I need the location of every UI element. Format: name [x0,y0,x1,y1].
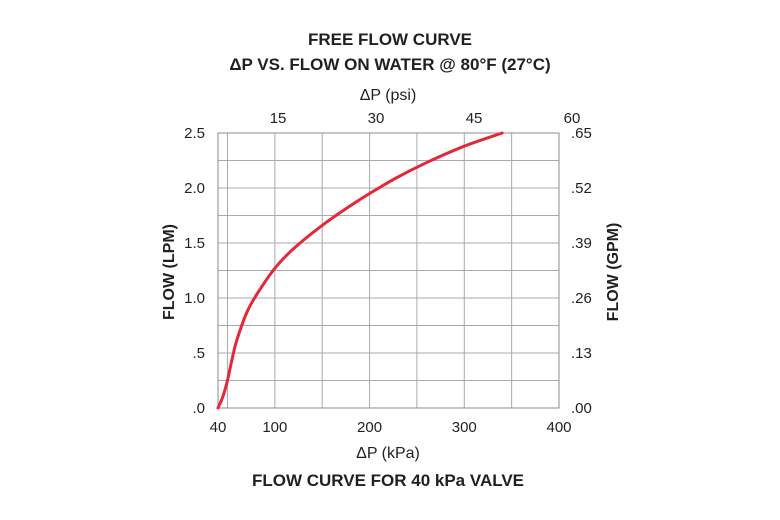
y2-tick-label: .00 [571,400,592,417]
chart-caption: FLOW CURVE FOR 40 kPa VALVE [252,471,524,490]
y-tick-label: 1.0 [184,290,205,307]
y-axis-label: FLOW (LPM) [161,224,178,320]
y2-tick-label: .65 [571,125,592,142]
y2-tick-label: .26 [571,290,592,307]
y2-axis-label: FLOW (GPM) [605,223,622,322]
y-tick-label: 2.5 [184,125,205,142]
x-tick-label: 400 [546,419,571,436]
x-tick-label: 40 [210,419,227,436]
x2-tick-label: 45 [466,110,483,127]
y-tick-label: 2.0 [184,180,205,197]
y-tick-label: .5 [192,345,205,362]
y-tick-label: .0 [192,400,205,417]
y2-tick-label: .39 [571,235,592,252]
chart-title: FREE FLOW CURVE [307,30,473,49]
x-tick-label: 100 [262,419,287,436]
x-tick-label: 300 [452,419,477,436]
y2-tick-label: .13 [571,345,592,362]
x-axis-label: ΔP (kPa) [356,445,420,462]
y-tick-label: 1.5 [184,235,205,252]
x2-tick-label: 60 [564,110,581,127]
tick-labels: 40 100 200 300 400 15 30 45 60 .0 .5 1.0 1.5 2.0 2.5 .0… [184,110,592,436]
flow-curve-line [216,131,504,410]
x2-tick-label: 30 [368,110,385,127]
grid-lines [218,132,559,409]
x-tick-label: 200 [357,419,382,436]
chart-subtitle: ΔP VS. FLOW ON WATER @ 80°F (27°C) [229,55,551,74]
series-layer [216,131,504,410]
y2-tick-label: .52 [571,180,592,197]
top-axis-label: ΔP (psi) [360,87,417,104]
plot-frame [217,132,560,409]
x2-tick-label: 15 [270,110,287,127]
